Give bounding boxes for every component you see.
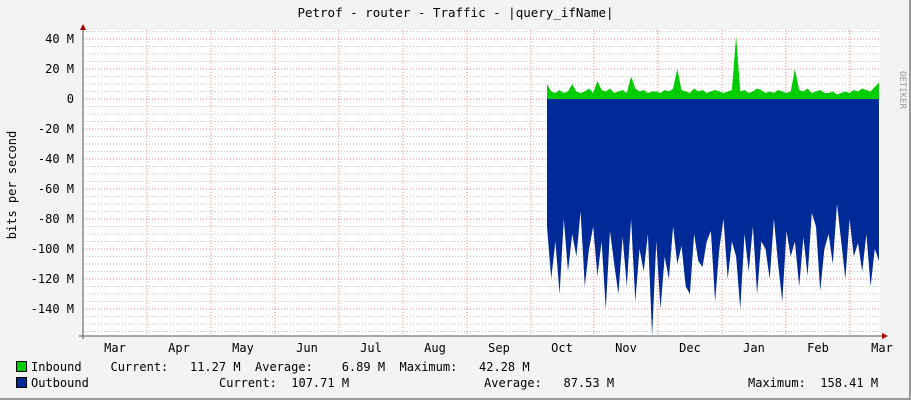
average-label: Average:: [255, 360, 313, 374]
inbound-area: [547, 36, 879, 99]
x-tick-label: Jul: [360, 341, 382, 355]
outbound-swatch: [16, 377, 27, 388]
x-tick-label: Mar: [871, 341, 893, 355]
legend-outbound: Outbound Current: 107.71 M Average: 87.53 …: [16, 376, 896, 390]
y-tick-label: 0: [67, 92, 74, 106]
average-value: 6.89 M: [341, 360, 386, 374]
x-tick-label: Mar: [104, 341, 126, 355]
x-tick-label: Jan: [743, 341, 765, 355]
inbound-swatch: [16, 361, 27, 372]
x-axis-arrow: [882, 333, 888, 339]
x-tick-label: Jun: [296, 341, 318, 355]
legend-name: Inbound: [31, 360, 82, 374]
maximum-label: Maximum:: [748, 376, 806, 390]
x-tick-label: Aug: [424, 341, 446, 355]
x-tick-label: Apr: [168, 341, 190, 355]
x-tick-label: May: [232, 341, 254, 355]
current-label: Current:: [219, 376, 277, 390]
maximum-value: 42.28 M: [479, 360, 530, 374]
x-tick-label: Nov: [615, 341, 637, 355]
maximum-label: Maximum:: [399, 360, 458, 374]
y-tick-label: -100 M: [31, 242, 74, 256]
outbound-area: [547, 99, 879, 336]
chart-title: Petrof - router - Traffic - |query_ifNam…: [297, 5, 614, 20]
average-label: Average:: [484, 376, 542, 390]
x-tick-label: Feb: [807, 341, 829, 355]
y-tick-label: -140 M: [31, 302, 74, 316]
current-label: Current:: [110, 360, 169, 374]
average-value: 87.53 M: [563, 376, 615, 390]
current-value: 107.71 M: [291, 376, 350, 390]
legend-inbound: Inbound Current: 11.27 M Average: 6.89 M…: [16, 360, 530, 374]
x-tick-label: Sep: [488, 341, 510, 355]
current-group: Current: 107.71 M: [219, 376, 349, 390]
x-tick-label: Oct: [551, 341, 573, 355]
y-tick-label: -80 M: [38, 212, 74, 226]
y-tick-label: 20 M: [45, 62, 74, 76]
maximum-group: Maximum: 158.41 M: [748, 376, 878, 390]
y-axis-arrow: [80, 24, 86, 30]
legend-name: Outbound: [31, 376, 89, 390]
maximum-value: 158.41 M: [820, 376, 879, 390]
average-group: Average: 87.53 M: [484, 376, 614, 390]
y-tick-label: 40 M: [45, 32, 74, 46]
current-value: 11.27 M: [189, 360, 241, 374]
y-tick-label: -40 M: [38, 152, 74, 166]
y-tick-label: -120 M: [31, 272, 74, 286]
y-tick-label: -20 M: [38, 122, 74, 136]
y-tick-label: -60 M: [38, 182, 74, 196]
x-tick-label: Dec: [679, 341, 701, 355]
